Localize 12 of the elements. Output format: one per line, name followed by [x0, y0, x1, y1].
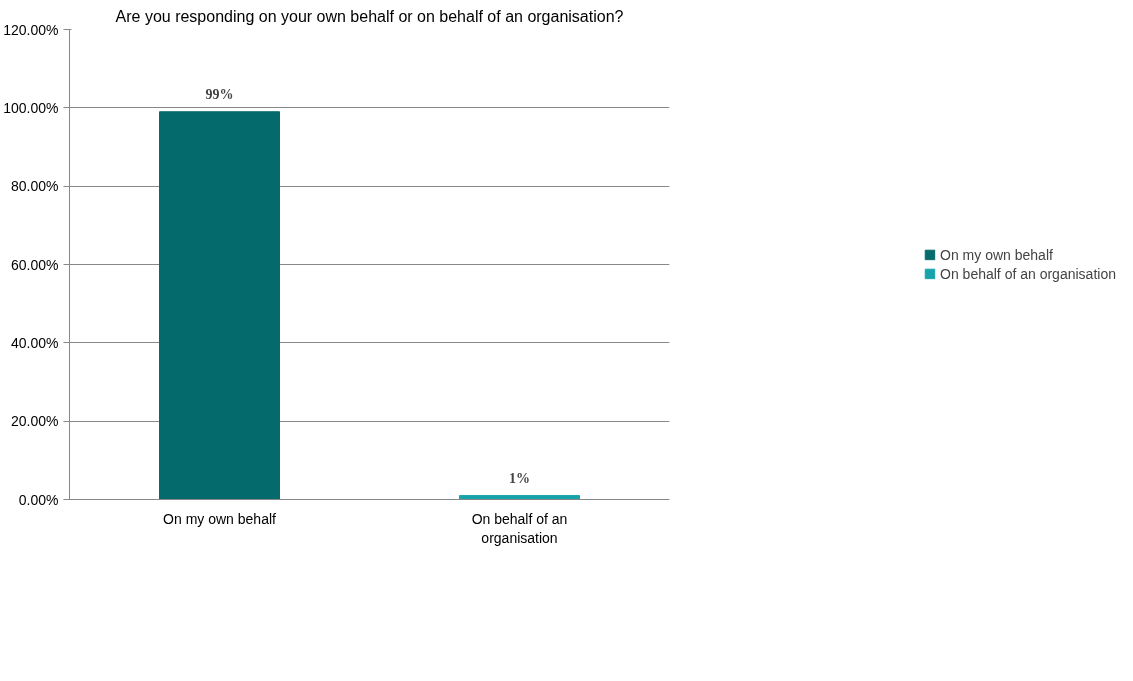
- legend-label: On behalf of an organisation: [940, 265, 1116, 282]
- y-tick-label: 40.00%: [11, 334, 59, 351]
- y-tick-label: 60.00%: [11, 256, 59, 273]
- y-tick-label: 20.00%: [11, 413, 59, 430]
- y-tick-label: 100.00%: [3, 99, 59, 116]
- chart-title: Are you responding on your own behalf or on behalf of an organisation?: [115, 7, 624, 25]
- legend-label: On my own behalf: [940, 246, 1053, 263]
- y-tick-label: 80.00%: [11, 178, 59, 195]
- y-tick-label: 0.00%: [18, 491, 59, 508]
- data-label: 1%: [509, 470, 530, 486]
- data-label: 99%: [205, 86, 234, 102]
- y-tick-label: 120.00%: [3, 21, 59, 38]
